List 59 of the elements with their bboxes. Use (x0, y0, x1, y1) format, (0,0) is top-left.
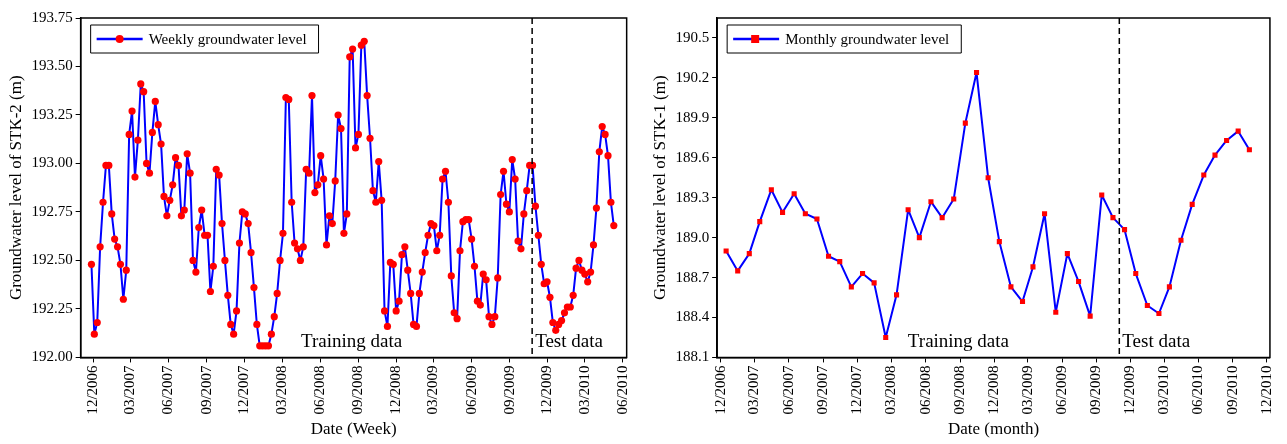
x-tick-label: 03/2009 (1018, 365, 1035, 415)
x-tick-label: 12/2007 (235, 364, 252, 415)
annotation: Test data (535, 329, 604, 351)
y-tick-label: 193.50 (31, 57, 73, 74)
x-tick-label: 12/2007 (848, 364, 865, 415)
x-tick-label: 12/2008 (387, 365, 404, 415)
x-tick-label: 03/2010 (1155, 365, 1172, 415)
x-tick-label: 03/2007 (121, 364, 138, 415)
x-tick-label: 06/2008 (311, 365, 328, 415)
y-tick-label: 189.9 (675, 108, 710, 125)
legend-label: Weekly groundwater level (148, 30, 307, 47)
x-axis-title: Date (Week) (310, 419, 397, 439)
x-tick-label: 06/2010 (613, 365, 630, 415)
y-tick-label: 193.75 (31, 8, 73, 25)
x-axis-title: Date (month) (947, 419, 1040, 439)
y-tick-label: 193.00 (31, 154, 73, 171)
x-tick-label: 06/2009 (1053, 365, 1070, 415)
y-tick-label: 189.3 (675, 188, 710, 205)
y-tick-label: 190.5 (675, 28, 710, 45)
x-tick-label: 06/2010 (1189, 365, 1206, 415)
x-tick-label: 03/2009 (424, 365, 441, 415)
x-tick-label: 09/2009 (500, 365, 517, 415)
y-tick-label: 189.6 (675, 148, 710, 165)
x-tick-label: 12/2006 (711, 364, 728, 415)
x-tick-label: 03/2008 (273, 365, 290, 415)
x-tick-label: 09/2009 (1087, 365, 1104, 415)
y-tick-label: 188.4 (675, 308, 710, 325)
y-tick-label: 192.75 (31, 202, 73, 219)
y-axis-title: Groundwater level of STK-2 (m) (5, 75, 25, 301)
x-tick-label: 06/2009 (462, 365, 479, 415)
x-tick-label: 03/2010 (575, 365, 592, 415)
legend-label: Monthly groundwater level (785, 30, 950, 47)
y-tick-label: 188.1 (675, 348, 710, 365)
x-tick-label: 09/2008 (349, 365, 366, 415)
annotation: Training data (907, 329, 1010, 351)
x-tick-label: 12/2009 (1121, 365, 1138, 415)
y-tick-label: 188.7 (675, 268, 710, 285)
x-tick-label: 06/2007 (779, 364, 796, 415)
y-tick-label: 192.50 (31, 251, 73, 268)
x-tick-label: 09/2010 (1223, 365, 1240, 415)
x-tick-label: 12/2006 (84, 364, 101, 415)
annotation: Test data (1122, 329, 1191, 351)
y-tick-label: 192.00 (31, 348, 73, 365)
x-tick-label: 09/2007 (814, 364, 831, 415)
annotation: Training data (300, 329, 403, 351)
y-axis-title: Groundwater level of STK-1 (m) (649, 75, 669, 301)
x-tick-label: 12/2009 (538, 365, 555, 415)
x-tick-label: 06/2007 (159, 364, 176, 415)
x-tick-label: 09/2008 (951, 365, 968, 415)
x-tick-label: 12/2008 (985, 365, 1002, 415)
x-tick-label: 12/2010 (1257, 365, 1274, 415)
y-tick-label: 189.0 (675, 228, 710, 245)
x-tick-label: 03/2007 (745, 364, 762, 415)
y-tick-label: 193.25 (31, 105, 73, 122)
y-tick-label: 190.2 (675, 68, 710, 85)
x-tick-label: 03/2008 (882, 365, 899, 415)
y-tick-label: 192.25 (31, 299, 73, 316)
x-tick-label: 09/2007 (197, 364, 214, 415)
x-tick-label: 06/2008 (916, 365, 933, 415)
